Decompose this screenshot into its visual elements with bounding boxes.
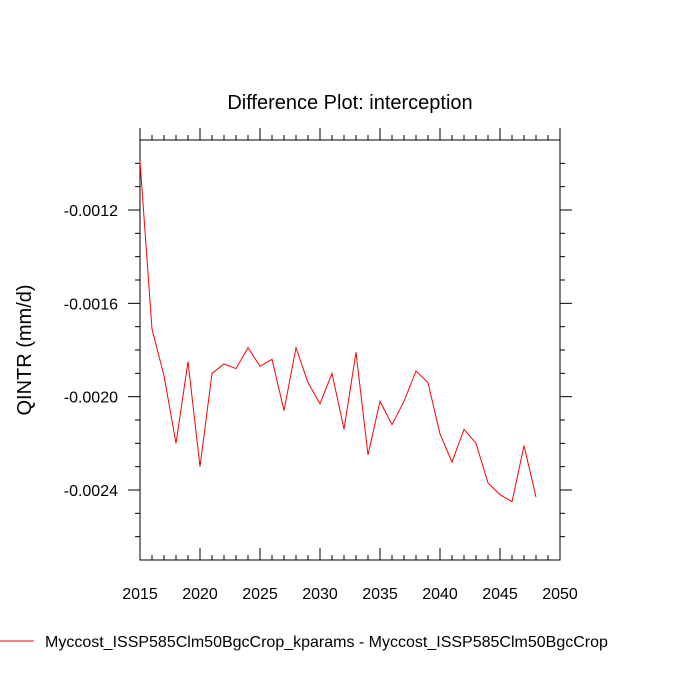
x-tick-label: 2035 — [362, 586, 398, 603]
x-tick-label: 2040 — [422, 586, 458, 603]
x-tick-label: 2045 — [482, 586, 518, 603]
axis-ticks — [128, 128, 572, 560]
y-tick-label: -0.0024 — [64, 483, 118, 500]
legend-entry: Myccost_ISSP585Clm50BgcCrop_kparams - My… — [45, 634, 608, 651]
x-tick-label: 2050 — [542, 586, 578, 603]
x-tick-label: 2030 — [302, 586, 338, 603]
y-tick-label: -0.0012 — [64, 203, 118, 220]
plot-frame — [139, 139, 561, 561]
axis-tick-labels: 2015 2020 2025 2030 2035 2040 2045 2050 -0.0012 -… — [64, 203, 578, 603]
y-tick-label: -0.0020 — [64, 390, 118, 407]
x-tick-label: 2015 — [122, 586, 158, 603]
x-tick-label: 2025 — [242, 586, 278, 603]
x-tick-label: 2020 — [182, 586, 218, 603]
y-tick-label: -0.0016 — [64, 296, 118, 313]
chart-title: Difference Plot: interception — [227, 92, 472, 114]
series-line — [139, 160, 537, 503]
y-axis-label: QINTR (mm/d) — [14, 284, 36, 415]
